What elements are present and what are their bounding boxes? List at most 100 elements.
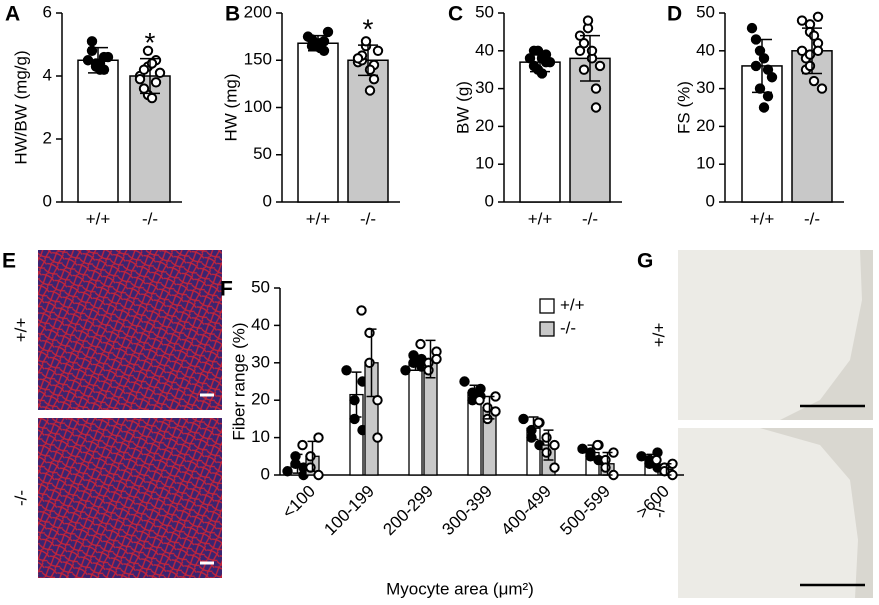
data-point: [590, 83, 602, 94]
data-point: [138, 83, 150, 94]
error-bar: [366, 328, 377, 398]
error-bar: [580, 34, 600, 82]
data-point: [804, 49, 816, 60]
y-tick-label: 100: [244, 97, 272, 116]
micrograph: [38, 250, 222, 410]
data-point: [754, 83, 766, 94]
data-point: [578, 64, 590, 75]
y-tick-label: 50: [251, 277, 270, 296]
data-point: [758, 102, 770, 113]
data-point: [146, 92, 158, 104]
data-point: [86, 36, 98, 47]
data-point: [459, 376, 470, 387]
panel-letter: E: [2, 250, 16, 273]
panel-letter: C: [448, 3, 463, 26]
data-point: [524, 53, 536, 64]
error-bar: [410, 354, 421, 372]
data-point: [322, 26, 334, 38]
data-point: [305, 462, 316, 473]
x-tick-label: 400-499: [497, 482, 555, 540]
x-tick-label: +/+: [528, 209, 553, 228]
data-point: [290, 451, 301, 462]
data-point: [804, 60, 816, 72]
x-tick-label: -/-: [804, 209, 820, 228]
tissue: [678, 250, 862, 420]
data-point: [102, 51, 114, 63]
data-point: [372, 395, 383, 406]
y-tick-label: 0: [706, 191, 715, 210]
panel-letter: D: [667, 3, 682, 26]
x-axis-label: Myocyte area (μm²): [386, 579, 534, 598]
data-point: [796, 45, 808, 56]
significance-mark: *: [363, 14, 374, 45]
data-point: [544, 56, 556, 68]
x-tick-label: -/-: [360, 209, 376, 228]
data-point: [590, 102, 602, 113]
y-tick-label: 4: [43, 65, 52, 84]
y-tick-label: 150: [244, 50, 272, 69]
significance-mark: *: [145, 27, 156, 58]
data-point: [313, 469, 324, 481]
data-point: [431, 353, 442, 365]
data-point: [364, 85, 376, 96]
x-tick-label: +/+: [306, 209, 331, 228]
data-point: [528, 45, 540, 56]
x-tick-label: -/-: [582, 209, 598, 228]
error-bar: [602, 451, 613, 476]
data-point: [474, 395, 485, 406]
data-point: [533, 417, 544, 428]
data-point: [372, 432, 383, 443]
data-point: [305, 451, 316, 462]
y-tick-label: 40: [696, 40, 715, 59]
bar: [519, 61, 561, 203]
data-point: [313, 432, 324, 443]
bar: [297, 42, 339, 203]
data-point: [372, 45, 384, 56]
x-tick-label: -/-: [142, 209, 158, 228]
error-bar: [351, 371, 362, 418]
data-point: [796, 15, 808, 26]
y-tick-label: 6: [43, 2, 52, 21]
data-point: [582, 15, 594, 26]
error-bar: [307, 440, 318, 473]
x-tick-label: +/+: [86, 209, 111, 228]
x-tick-label: 100-199: [320, 482, 378, 540]
y-axis-label: HW (mg): [221, 74, 240, 142]
data-point: [766, 72, 778, 83]
y-tick-label: 0: [43, 191, 52, 210]
data-point: [536, 68, 548, 79]
x-tick-label: +/+: [750, 209, 775, 228]
data-point: [600, 462, 611, 473]
data-point: [314, 38, 326, 49]
data-point: [541, 447, 552, 458]
y-tick-label: 20: [251, 390, 270, 409]
panel-letter: A: [5, 3, 20, 26]
y-tick-label: 10: [251, 427, 270, 446]
y-tick-label: 30: [696, 78, 715, 97]
legend-swatch: [539, 298, 555, 314]
panel-letter: G: [637, 250, 653, 273]
error-bar: [528, 416, 539, 441]
data-point: [356, 305, 367, 316]
x-tick-label: <100: [278, 482, 319, 523]
data-point: [518, 413, 529, 425]
data-point: [475, 383, 486, 395]
y-axis-label: FS (%): [674, 81, 693, 134]
image-label: -/-: [649, 502, 668, 518]
data-point: [586, 45, 598, 56]
y-tick-label: 0: [485, 191, 494, 210]
y-tick-label: 40: [251, 315, 270, 334]
y-axis-label: HW/BW (mg/g): [11, 50, 30, 164]
y-tick-label: 10: [475, 154, 494, 173]
data-point: [651, 454, 662, 466]
image-label: +/+: [11, 318, 30, 343]
data-point: [154, 67, 166, 79]
data-point: [138, 64, 150, 75]
data-point: [746, 22, 758, 34]
error-bar: [661, 463, 672, 476]
bar: [347, 59, 389, 203]
y-tick-label: 50: [253, 144, 272, 163]
data-point: [423, 365, 434, 376]
tissue: [678, 428, 858, 598]
